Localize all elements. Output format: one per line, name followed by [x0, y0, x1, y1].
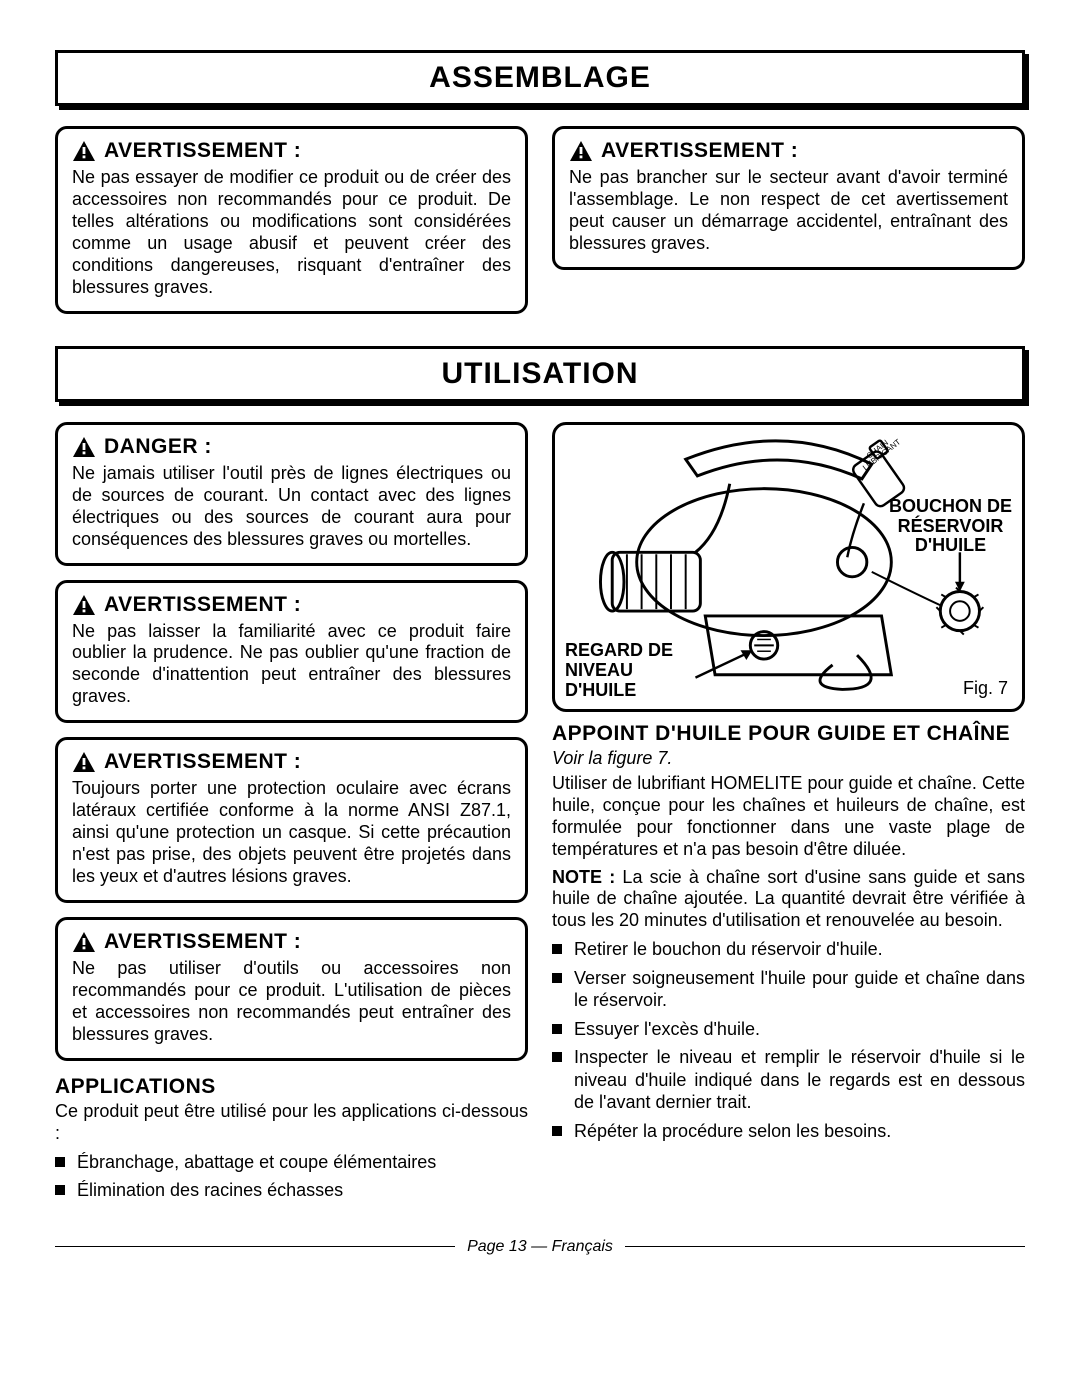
applications-head: APPLICATIONS: [55, 1075, 528, 1099]
list-item: Verser soigneusement l'huile pour guide …: [552, 967, 1025, 1012]
section-banner-assemblage: ASSEMBLAGE: [55, 50, 1025, 106]
warn-box-1: AVERTISSEMENT : Ne pas essayer de modifi…: [55, 126, 528, 314]
warn-body: Toujours porter une protection oculaire …: [72, 778, 511, 888]
warn-label: AVERTISSEMENT :: [104, 593, 301, 617]
warn-box-3: AVERTISSEMENT : Ne pas laisser la famili…: [55, 580, 528, 724]
warning-icon: [72, 436, 96, 458]
list-item: Répéter la procédure selon les besoins.: [552, 1120, 1025, 1143]
footer-rule: [625, 1246, 1025, 1247]
oil-note: NOTE : La scie à chaîne sort d'usine san…: [552, 867, 1025, 933]
fig-label-bouchon: BOUCHON DERÉSERVOIRD'HUILE: [889, 497, 1012, 556]
footer-text: Page 13 — Français: [455, 1238, 625, 1256]
warn-label: AVERTISSEMENT :: [104, 750, 301, 774]
figure-7: CHAINLUBRICANT BOUCHON DERÉSERVOIRD'HUIL…: [552, 422, 1025, 712]
danger-label: DANGER :: [104, 435, 212, 459]
warning-icon: [72, 140, 96, 162]
figure-number: Fig. 7: [963, 678, 1008, 699]
page-footer: Page 13 — Français: [55, 1238, 1025, 1256]
warn-box-2: AVERTISSEMENT : Ne pas brancher sur le s…: [552, 126, 1025, 270]
oil-p1: Utiliser de lubrifiant HOMELITE pour gui…: [552, 773, 1025, 861]
list-item: Ébranchage, abattage et coupe élémentair…: [55, 1151, 528, 1174]
warn-head: AVERTISSEMENT :: [72, 930, 511, 954]
warn-head: AVERTISSEMENT :: [72, 593, 511, 617]
warn-body: Ne pas brancher sur le secteur avant d'a…: [569, 167, 1008, 255]
warn-label: AVERTISSEMENT :: [601, 139, 798, 163]
warning-icon: [72, 594, 96, 616]
warning-icon: [72, 751, 96, 773]
warn-head: AVERTISSEMENT :: [569, 139, 1008, 163]
warn-label: AVERTISSEMENT :: [104, 139, 301, 163]
note-label: NOTE :: [552, 867, 615, 887]
list-item: Retirer le bouchon du réservoir d'huile.: [552, 938, 1025, 961]
assemblage-columns: AVERTISSEMENT : Ne pas essayer de modifi…: [55, 126, 1025, 328]
warn-body: Ne pas essayer de modifier ce produit ou…: [72, 167, 511, 299]
footer-rule: [55, 1246, 455, 1247]
oil-ref: Voir la figure 7.: [552, 748, 1025, 769]
warn-box-5: AVERTISSEMENT : Ne pas utiliser d'outils…: [55, 917, 528, 1061]
warn-label: AVERTISSEMENT :: [104, 930, 301, 954]
list-item: Inspecter le niveau et remplir le réserv…: [552, 1046, 1025, 1114]
danger-box: DANGER : Ne jamais utiliser l'outil près…: [55, 422, 528, 566]
warning-icon: [569, 140, 593, 162]
oil-head: APPOINT D'HUILE POUR GUIDE ET CHAÎNE: [552, 722, 1025, 746]
applications-list: Ébranchage, abattage et coupe élémentair…: [55, 1151, 528, 1202]
warn-head: AVERTISSEMENT :: [72, 750, 511, 774]
note-text: La scie à chaîne sort d'usine sans guide…: [552, 867, 1025, 931]
list-item: Essuyer l'excès d'huile.: [552, 1018, 1025, 1041]
utilisation-columns: DANGER : Ne jamais utiliser l'outil près…: [55, 422, 1025, 1208]
warn-body: Ne pas utiliser d'outils ou accessoires …: [72, 958, 511, 1046]
fig-label-regard: REGARD DENIVEAUD'HUILE: [565, 641, 673, 700]
warn-body: Ne pas laisser la familiarité avec ce pr…: [72, 621, 511, 709]
warn-head: AVERTISSEMENT :: [72, 139, 511, 163]
danger-body: Ne jamais utiliser l'outil près de ligne…: [72, 463, 511, 551]
warning-icon: [72, 931, 96, 953]
section-banner-utilisation: UTILISATION: [55, 346, 1025, 402]
applications-intro: Ce produit peut être utilisé pour les ap…: [55, 1101, 528, 1145]
danger-head: DANGER :: [72, 435, 511, 459]
warn-box-4: AVERTISSEMENT : Toujours porter une prot…: [55, 737, 528, 903]
list-item: Élimination des racines échasses: [55, 1179, 528, 1202]
oil-steps: Retirer le bouchon du réservoir d'huile.…: [552, 938, 1025, 1142]
